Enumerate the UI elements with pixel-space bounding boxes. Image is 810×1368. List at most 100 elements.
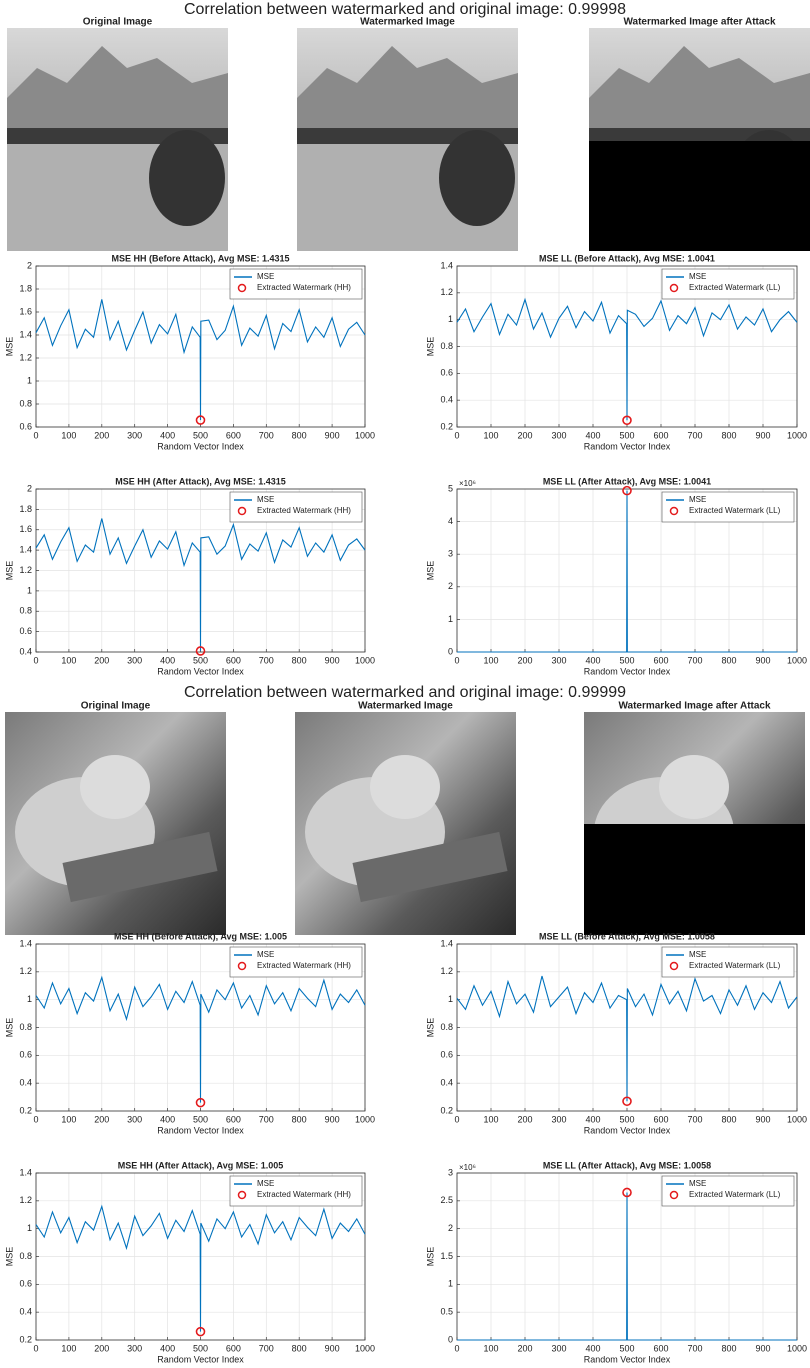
x-tick-label: 600 [653, 655, 668, 665]
chart: 0 100 200 300 400 500 600 700 800 900 1000 0.2 0.4 0.… [4, 1160, 375, 1364]
x-tick-label: 1000 [355, 430, 375, 440]
plot-frame [456, 265, 798, 428]
y-tick-label: 0.4 [19, 1078, 32, 1088]
image-title: Watermarked Image after Attack [618, 701, 771, 712]
y-tick-label: 0 [448, 1334, 453, 1344]
mse-line [35, 1204, 366, 1332]
chart: 0 100 200 300 400 500 600 700 800 900 1000 0.2 0.4 0.… [425, 931, 807, 1135]
watermark-marker [622, 1096, 632, 1107]
legend-box [229, 1175, 363, 1207]
plot-frame [35, 265, 366, 428]
x-tick-label: 700 [259, 655, 274, 665]
y-tick-label: 0.6 [19, 1050, 32, 1060]
legend-label: Extracted Watermark (LL) [689, 1190, 781, 1199]
x-tick-label: 1000 [355, 655, 375, 665]
x-tick-label: 0 [33, 430, 38, 440]
x-tick-label: 600 [226, 430, 241, 440]
lion-head [80, 755, 150, 819]
x-tick-label: 200 [94, 655, 109, 665]
x-tick-label: 300 [127, 655, 142, 665]
x-tick-label: 400 [160, 1343, 175, 1353]
image [7, 28, 228, 251]
y-tick-label: 1 [27, 375, 32, 385]
legend-box [661, 946, 795, 978]
mse-line [457, 490, 797, 653]
x-tick-label: 500 [619, 1343, 634, 1353]
x-tick-label: 900 [755, 1114, 770, 1124]
legend-swatch [237, 283, 247, 293]
y-tick-label: 1.4 [19, 1167, 32, 1177]
y-tick-label: 1.4 [19, 329, 32, 339]
watermark-marker [195, 415, 206, 425]
y-tick-label: 1.8 [19, 283, 32, 293]
legend-label: Extracted Watermark (HH) [257, 961, 351, 970]
y-tick-label: 0.6 [440, 368, 453, 378]
plot-frame [35, 1172, 366, 1341]
x-tick-label: 500 [193, 1114, 208, 1124]
x-tick-label: 900 [755, 655, 770, 665]
x-tick-label: 300 [127, 430, 142, 440]
y-axis-label: MSE [425, 1247, 435, 1267]
x-tick-label: 600 [226, 1114, 241, 1124]
x-tick-label: 900 [325, 1343, 340, 1353]
attack-block [584, 824, 805, 935]
x-tick-label: 700 [259, 1343, 274, 1353]
tree [439, 130, 515, 226]
y-tick-label: 0.2 [19, 1334, 32, 1344]
y-axis-label: MSE [425, 1018, 435, 1038]
legend-swatch [237, 506, 247, 516]
x-tick-label: 200 [517, 430, 532, 440]
legend-swatch [669, 506, 679, 516]
y-tick-label: 3 [448, 1167, 453, 1177]
x-tick-label: 900 [755, 1343, 770, 1353]
y-multiplier: ×10⁶ [459, 479, 476, 488]
legend-box [661, 268, 795, 300]
x-tick-label: 0 [454, 1343, 459, 1353]
x-tick-label: 1000 [355, 1114, 375, 1124]
y-tick-label: 1.5 [440, 1251, 453, 1261]
x-axis-label: Random Vector Index [157, 666, 244, 676]
x-tick-label: 800 [721, 655, 736, 665]
x-tick-label: 100 [61, 1114, 76, 1124]
legend-box [661, 491, 795, 523]
x-tick-label: 100 [61, 655, 76, 665]
legend-label: Extracted Watermark (LL) [689, 961, 781, 970]
log [352, 831, 508, 903]
x-tick-label: 200 [94, 1114, 109, 1124]
image [5, 712, 226, 935]
legend-box [229, 268, 363, 300]
y-tick-label: 1 [27, 585, 32, 595]
image-title: Watermarked Image [358, 701, 453, 712]
y-tick-label: 1.4 [19, 545, 32, 555]
x-tick-label: 1000 [787, 655, 807, 665]
x-tick-label: 100 [483, 430, 498, 440]
y-tick-label: 1 [448, 314, 453, 324]
y-tick-label: 1.2 [440, 287, 453, 297]
x-tick-label: 1000 [355, 1343, 375, 1353]
legend-swatch [669, 961, 679, 971]
legend-label: Extracted Watermark (HH) [257, 283, 351, 292]
legend-box [229, 946, 363, 978]
x-tick-label: 800 [292, 1343, 307, 1353]
y-tick-label: 1.2 [19, 966, 32, 976]
y-tick-label: 0.8 [19, 1022, 32, 1032]
x-tick-label: 500 [619, 430, 634, 440]
x-tick-label: 100 [61, 1343, 76, 1353]
x-tick-label: 600 [226, 1343, 241, 1353]
x-tick-label: 0 [33, 655, 38, 665]
y-tick-label: 5 [448, 483, 453, 493]
legend-label: MSE [689, 272, 706, 281]
y-tick-label: 1.6 [19, 306, 32, 316]
x-tick-label: 300 [127, 1343, 142, 1353]
y-tick-label: 1 [448, 614, 453, 624]
mse-line [456, 975, 798, 1102]
x-tick-label: 800 [292, 655, 307, 665]
x-axis-label: Random Vector Index [157, 1125, 244, 1135]
figure-title: Correlation between watermarked and orig… [184, 1, 626, 18]
legend-label: MSE [257, 272, 274, 281]
x-tick-label: 200 [517, 655, 532, 665]
y-tick-label: 1 [448, 1279, 453, 1289]
chart-title: MSE LL (After Attack), Avg MSE: 1.0041 [543, 476, 711, 486]
log [62, 831, 218, 903]
chart: 0 100 200 300 400 500 600 700 800 900 1000 0.6 0.8 1 1… [4, 253, 375, 451]
